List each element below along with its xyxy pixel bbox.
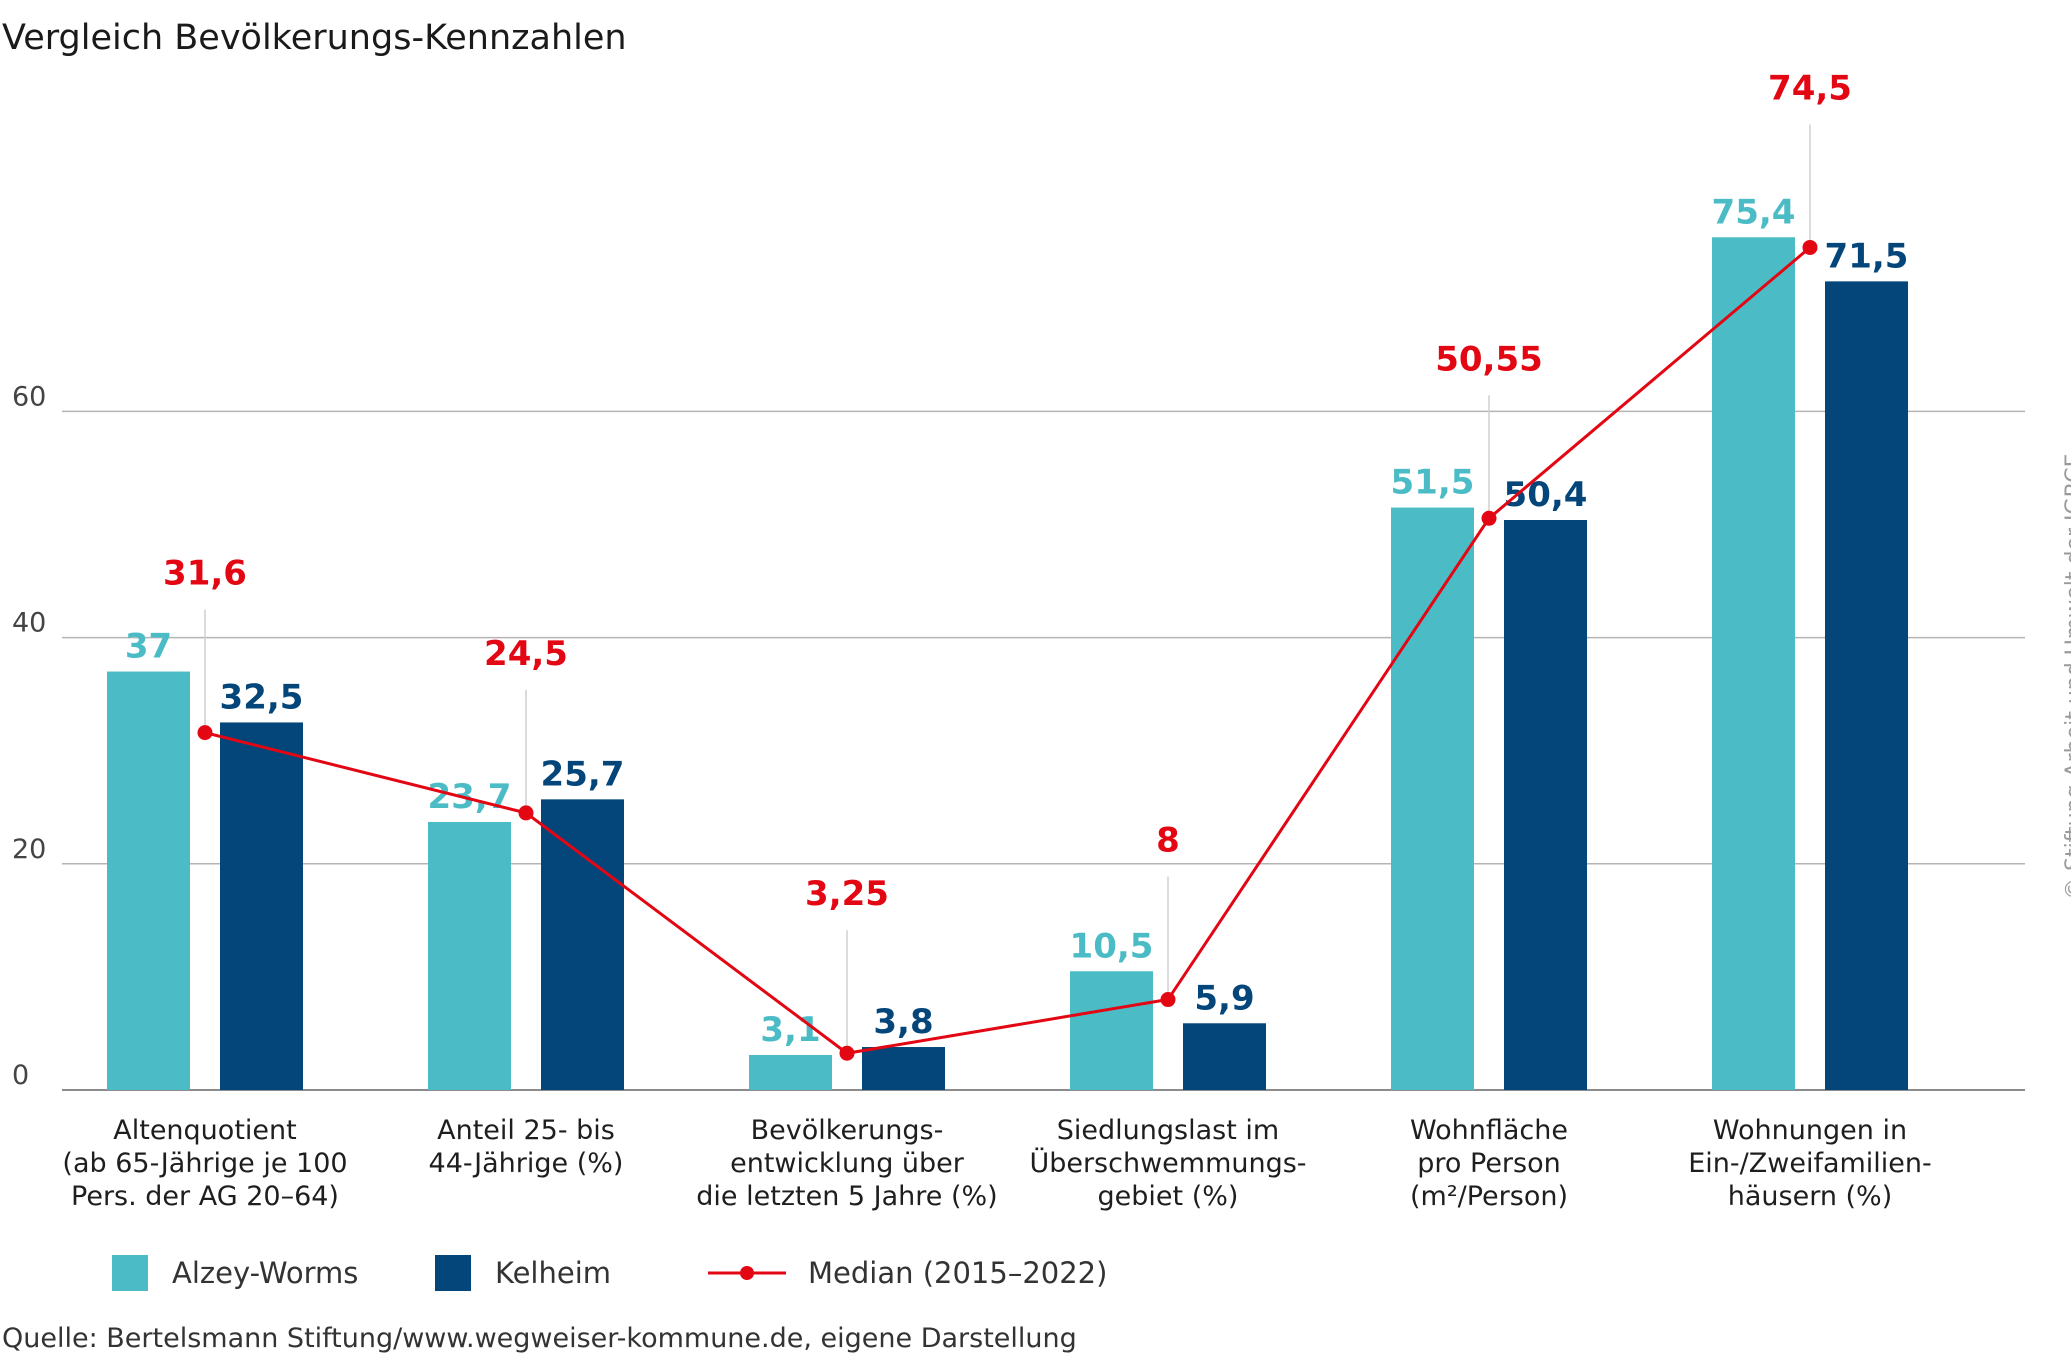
x-category-label: Überschwemmungs- xyxy=(1029,1147,1306,1179)
median-value-label: 74,5 xyxy=(1768,68,1852,108)
x-category-label: (ab 65-Jährige je 100 xyxy=(62,1148,347,1179)
bar xyxy=(1070,971,1153,1090)
bar xyxy=(428,821,511,1090)
x-category-label: gebiet (%) xyxy=(1098,1181,1239,1212)
x-category-label: entwicklung über xyxy=(730,1148,965,1179)
bar xyxy=(749,1054,832,1090)
median-value-label: 50,55 xyxy=(1435,339,1543,379)
bar-value-label: 23,7 xyxy=(428,777,512,817)
bar-value-label: 37 xyxy=(125,627,172,667)
x-category-label: Wohnfläche xyxy=(1410,1115,1568,1146)
x-category-label: Anteil 25- bis xyxy=(437,1115,615,1146)
median-value-label: 31,6 xyxy=(163,554,247,594)
median-value-label: 8 xyxy=(1156,821,1180,861)
bar xyxy=(862,1047,945,1090)
bar xyxy=(1391,507,1474,1090)
bar-value-label: 5,9 xyxy=(1194,978,1254,1018)
bar-value-label: 71,5 xyxy=(1825,236,1909,276)
median-point xyxy=(518,805,534,821)
median-point xyxy=(1481,510,1497,526)
median-line xyxy=(204,246,1811,1055)
copyright-text: © Stiftung Arbeit und Umwelt der IGBCE xyxy=(2062,453,2071,900)
y-tick-label: 20 xyxy=(12,834,46,865)
x-category-label: Ein-/Zweifamilien- xyxy=(1688,1148,1932,1179)
bar xyxy=(1183,1023,1266,1090)
bar-value-label: 25,7 xyxy=(541,754,625,794)
x-category-label: 44-Jährige (%) xyxy=(429,1148,624,1179)
legend-label: Alzey-Worms xyxy=(172,1256,358,1290)
x-category-label: Wohnungen in xyxy=(1713,1115,1907,1146)
median-point xyxy=(197,725,213,741)
y-tick-label: 0 xyxy=(12,1060,29,1091)
bar-value-label: 51,5 xyxy=(1391,463,1475,503)
legend-label: Kelheim xyxy=(495,1256,611,1290)
bar xyxy=(541,799,624,1090)
bar xyxy=(1825,281,1908,1091)
x-category-label: pro Person xyxy=(1417,1148,1560,1179)
x-category-label: (m²/Person) xyxy=(1410,1181,1568,1212)
legend-marker xyxy=(740,1266,754,1280)
source-note: Quelle: Bertelsmann Stiftung/www.wegweis… xyxy=(2,1323,1077,1354)
x-category-label: die letzten 5 Jahre (%) xyxy=(696,1181,997,1212)
median-point xyxy=(839,1045,855,1061)
legend-swatch xyxy=(112,1255,148,1291)
median-point xyxy=(1160,992,1176,1008)
bar-value-label: 10,5 xyxy=(1070,926,1154,966)
bar xyxy=(107,671,190,1090)
median-value-label: 24,5 xyxy=(484,634,568,674)
x-category-label: Bevölkerungs- xyxy=(751,1115,944,1146)
x-category-label: Siedlungslast im xyxy=(1057,1115,1279,1146)
chart-title: Vergleich Bevölkerungs-Kennzahlen xyxy=(2,18,627,58)
median-value-label: 3,25 xyxy=(805,874,889,914)
bar-value-label: 32,5 xyxy=(220,677,304,717)
bar xyxy=(1712,237,1795,1090)
bar xyxy=(220,722,303,1090)
y-tick-label: 40 xyxy=(12,608,46,639)
median-point xyxy=(1802,239,1818,255)
x-category-label: Altenquotient xyxy=(113,1115,296,1146)
y-tick-label: 60 xyxy=(12,381,46,412)
copyright-credit: © Stiftung Arbeit und Umwelt der IGBCE xyxy=(2062,453,2071,901)
bar-value-label: 3,1 xyxy=(760,1010,820,1050)
x-category-label: Pers. der AG 20–64) xyxy=(71,1181,339,1212)
bar xyxy=(1504,520,1587,1090)
legend-label: Median (2015–2022) xyxy=(808,1256,1107,1290)
bar-value-label: 75,4 xyxy=(1712,192,1796,232)
bar-value-label: 3,8 xyxy=(873,1002,933,1042)
x-category-label: häusern (%) xyxy=(1728,1181,1893,1212)
legend-swatch xyxy=(435,1255,471,1291)
